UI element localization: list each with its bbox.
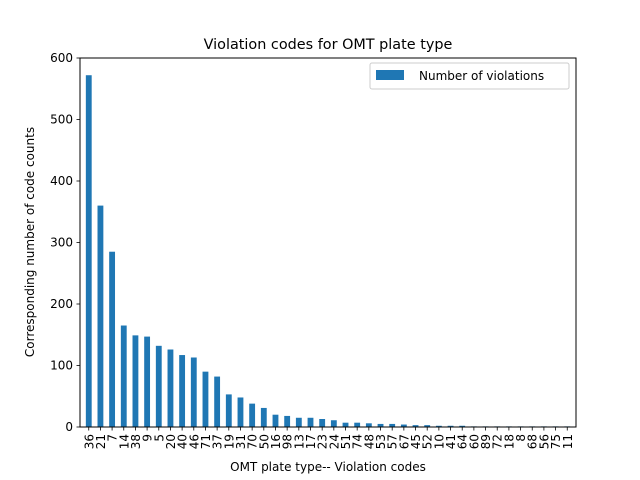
x-tick-label: 5 <box>152 434 166 442</box>
bar-70 <box>249 403 256 427</box>
y-tick-label: 500 <box>50 113 73 127</box>
x-tick-label: 51 <box>339 434 353 449</box>
x-tick-label: 56 <box>537 434 551 449</box>
x-tick-label: 71 <box>199 434 213 449</box>
bar-57 <box>389 423 396 427</box>
bar-7 <box>109 251 116 427</box>
bar-14 <box>120 325 127 427</box>
y-tick-label: 0 <box>65 420 73 434</box>
x-tick-label: 36 <box>82 434 96 449</box>
bar-45 <box>412 425 419 427</box>
legend-label: Number of violations <box>419 69 544 83</box>
bar-41 <box>447 425 454 427</box>
x-tick-label: 38 <box>129 434 143 449</box>
x-tick-label: 23 <box>316 434 330 449</box>
bar-53 <box>377 423 384 427</box>
x-tick-label: 72 <box>491 434 505 449</box>
bar-36 <box>85 75 92 427</box>
bar-23 <box>319 419 326 427</box>
x-tick-label: 17 <box>304 434 318 449</box>
x-tick-label: 50 <box>257 434 271 449</box>
x-tick-label: 98 <box>281 434 295 449</box>
bar-9 <box>144 336 151 427</box>
x-tick-label: 10 <box>432 434 446 449</box>
bar-17 <box>307 417 314 427</box>
bar-64 <box>459 425 466 427</box>
x-tick-label: 16 <box>269 434 283 449</box>
bar-98 <box>284 415 291 427</box>
x-tick-label: 60 <box>467 434 481 449</box>
bar-5 <box>155 345 162 427</box>
chart-title: Violation codes for OMT plate type <box>204 37 453 53</box>
bar-38 <box>132 335 139 427</box>
legend: Number of violations <box>369 62 570 90</box>
y-tick-label: 200 <box>50 297 73 311</box>
x-tick-label: 9 <box>141 434 155 442</box>
x-tick-label: 31 <box>234 434 248 449</box>
x-tick-label: 24 <box>327 434 341 449</box>
y-axis: 0 100 200 300 400 500 600 <box>50 51 80 434</box>
bars-group <box>85 75 571 427</box>
x-axis: 3621714389520404671371931705016981317232… <box>82 427 575 449</box>
x-tick-label: 14 <box>117 434 131 449</box>
x-tick-label: 37 <box>211 434 225 449</box>
x-tick-label: 74 <box>351 434 365 449</box>
bar-52 <box>424 425 431 427</box>
x-tick-label: 7 <box>106 434 120 442</box>
x-tick-label: 53 <box>374 434 388 449</box>
y-tick-label: 400 <box>50 174 73 188</box>
bar-19 <box>225 394 232 427</box>
y-axis-label: Corresponding number of code counts <box>23 127 37 357</box>
x-tick-label: 11 <box>561 434 575 449</box>
x-tick-label: 89 <box>479 434 493 449</box>
plot-frame <box>79 57 577 428</box>
x-tick-label: 75 <box>549 434 563 449</box>
x-tick-label: 40 <box>176 434 190 449</box>
bar-50 <box>260 407 267 427</box>
y-tick-label: 100 <box>50 359 73 373</box>
legend-frame <box>369 62 570 90</box>
x-tick-label: 41 <box>444 434 458 449</box>
bar-37 <box>214 376 221 427</box>
y-tick-label: 300 <box>50 236 73 250</box>
bar-21 <box>97 205 104 427</box>
bar-16 <box>272 414 279 427</box>
bar-31 <box>237 397 244 427</box>
x-axis-label: OMT plate type-- Violation codes <box>230 460 426 474</box>
y-tick-label: 600 <box>50 51 73 65</box>
x-tick-label: 45 <box>409 434 423 449</box>
x-tick-label: 67 <box>397 434 411 449</box>
x-tick-label: 13 <box>292 434 306 449</box>
x-tick-label: 21 <box>94 434 108 449</box>
bar-51 <box>342 422 349 427</box>
legend-swatch <box>376 70 404 80</box>
bar-48 <box>365 423 372 427</box>
bar-10 <box>435 425 442 427</box>
x-tick-label: 46 <box>187 434 201 449</box>
bar-13 <box>295 417 302 427</box>
x-tick-label: 48 <box>362 434 376 449</box>
bar-24 <box>330 420 337 427</box>
bar-46 <box>190 357 197 427</box>
bar-40 <box>179 355 186 427</box>
x-tick-label: 64 <box>456 434 470 449</box>
x-tick-label: 70 <box>246 434 260 449</box>
x-tick-label: 8 <box>514 434 528 442</box>
x-tick-label: 19 <box>222 434 236 449</box>
bar-20 <box>167 349 174 427</box>
x-tick-label: 18 <box>502 434 516 449</box>
x-tick-label: 20 <box>164 434 178 449</box>
x-tick-label: 68 <box>526 434 540 449</box>
bar-74 <box>354 422 361 427</box>
bar-71 <box>202 371 209 427</box>
bar-67 <box>400 424 407 427</box>
x-tick-label: 57 <box>386 434 400 449</box>
x-tick-label: 52 <box>421 434 435 449</box>
